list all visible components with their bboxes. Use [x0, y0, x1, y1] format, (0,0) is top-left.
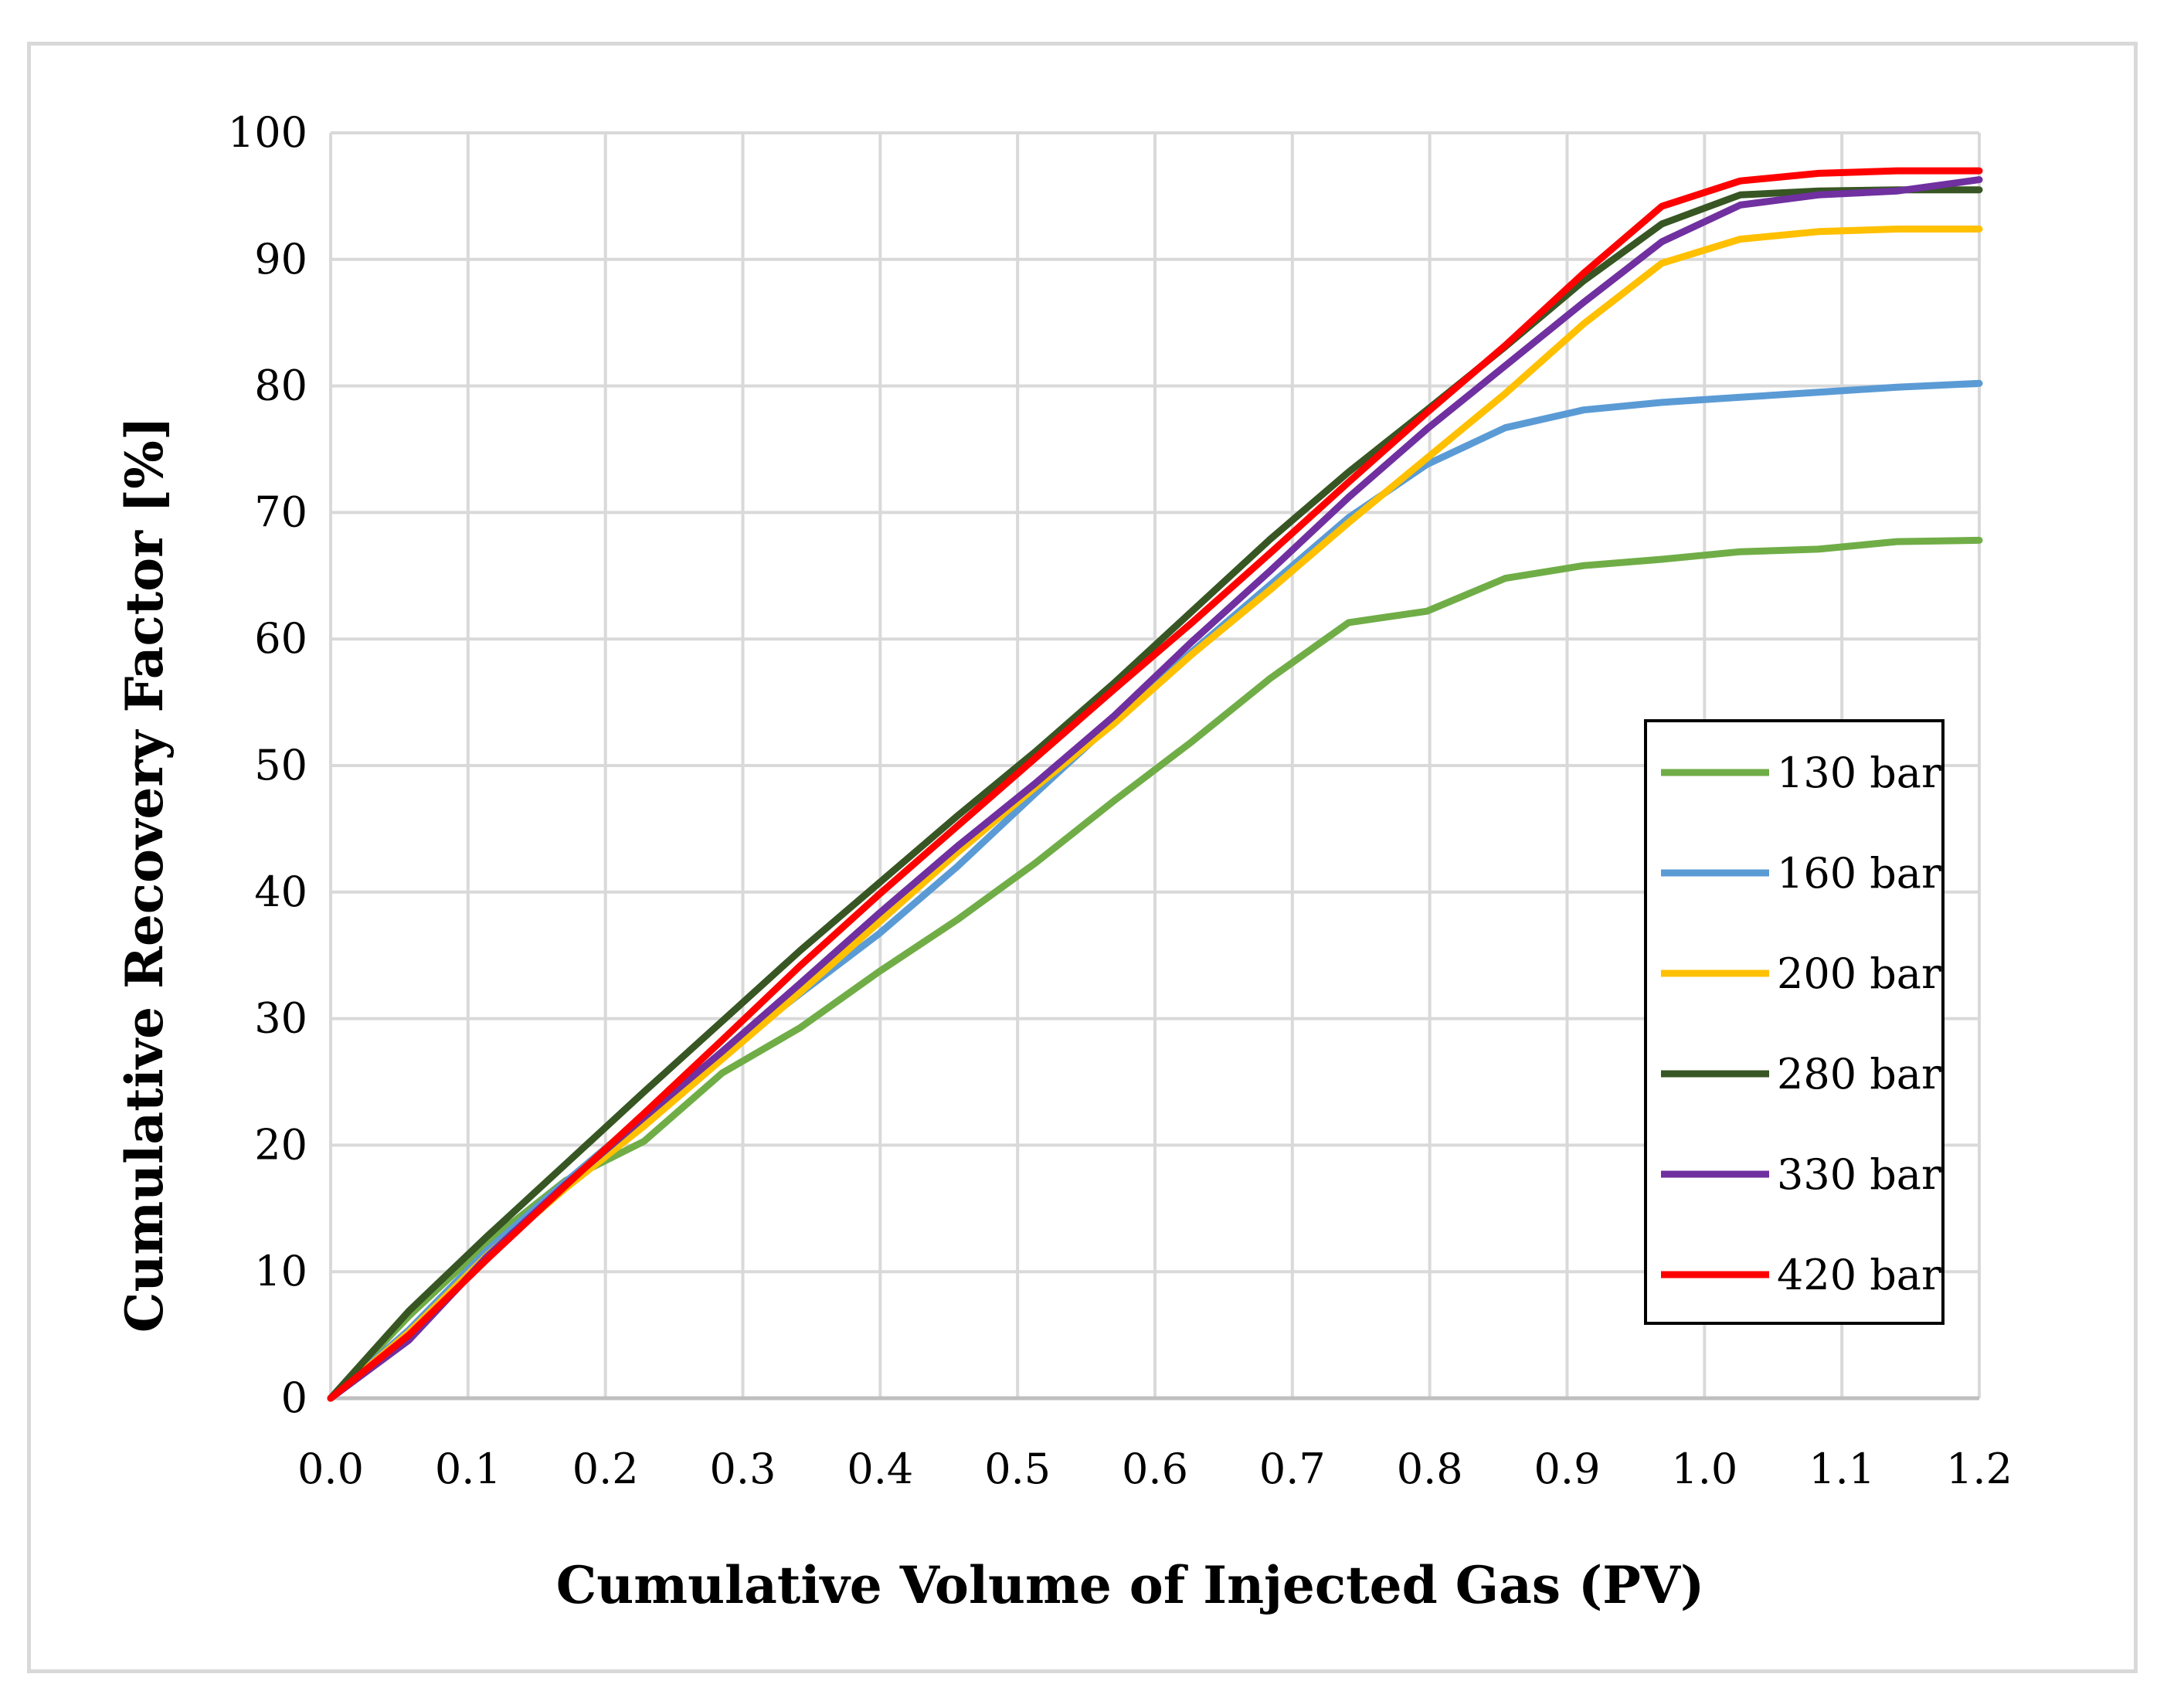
- y-tick-label: 0: [281, 1374, 307, 1422]
- series-line-280-bar: [327, 186, 1983, 1402]
- x-tick-label: 0.4: [847, 1445, 913, 1493]
- y-axis-title: Cumulative Recovery Factor [%]: [114, 416, 175, 1333]
- y-tick-label: 40: [254, 868, 307, 916]
- x-tick-label: 0.9: [1534, 1445, 1601, 1493]
- legend-label: 330 bar: [1777, 1150, 1941, 1199]
- y-tick-label: 90: [254, 235, 307, 284]
- y-tick-label: 100: [228, 108, 307, 157]
- legend-box: [1644, 719, 1945, 1325]
- legend-item: 420 bar: [1661, 1251, 1941, 1299]
- legend-label: 200 bar: [1777, 949, 1941, 998]
- y-tick-label: 50: [254, 741, 307, 789]
- x-tick-label: 0.5: [984, 1445, 1051, 1493]
- x-tick-label: 0.7: [1259, 1445, 1326, 1493]
- legend-item: 160 bar: [1661, 849, 1941, 898]
- series-line-420-bar: [327, 167, 1983, 1402]
- legend: 130 bar 160 bar 200 bar 280 bar 330 bar 420 b…: [1644, 719, 1945, 1325]
- x-tick-label: 0.2: [572, 1445, 639, 1493]
- legend-label: 160 bar: [1777, 849, 1941, 898]
- legend-label: 280 bar: [1777, 1050, 1941, 1098]
- x-tick-label: 0.3: [710, 1445, 776, 1493]
- y-tick-label: 80: [254, 362, 307, 410]
- x-tick-label: 0.8: [1397, 1445, 1463, 1493]
- x-tick-label: 0.1: [435, 1445, 501, 1493]
- legend-items: 130 bar 160 bar 200 bar 280 bar 330 bar 420 b…: [1661, 749, 1941, 1299]
- legend-label: 130 bar: [1777, 749, 1941, 797]
- legend-item: 130 bar: [1661, 749, 1941, 797]
- tick-labels: 0.0 0.1 0.2 0.3 0.4 0.5 0.6 0.7 0.8 0.9 1.0 1.1 1.2 0…: [228, 108, 2012, 1493]
- series-lines: [327, 167, 1983, 1402]
- y-tick-label: 60: [254, 614, 307, 663]
- legend-item: 330 bar: [1661, 1150, 1941, 1199]
- x-tick-label: 0.6: [1122, 1445, 1188, 1493]
- series-line-200-bar: [327, 226, 1983, 1402]
- y-tick-label: 10: [254, 1247, 307, 1295]
- x-tick-label: 0.0: [297, 1445, 364, 1493]
- y-tick-label: 30: [254, 994, 307, 1043]
- legend-label: 420 bar: [1777, 1251, 1941, 1299]
- y-tick-label: 70: [254, 487, 307, 536]
- x-axis-title: Cumulative Volume of Injected Gas (PV): [556, 1555, 1705, 1615]
- x-tick-label: 1.2: [1946, 1445, 2012, 1493]
- y-tick-label: 20: [254, 1120, 307, 1169]
- x-tick-label: 1.1: [1809, 1445, 1875, 1493]
- x-tick-label: 1.0: [1671, 1445, 1737, 1493]
- legend-item: 280 bar: [1661, 1050, 1941, 1098]
- legend-item: 200 bar: [1661, 949, 1941, 998]
